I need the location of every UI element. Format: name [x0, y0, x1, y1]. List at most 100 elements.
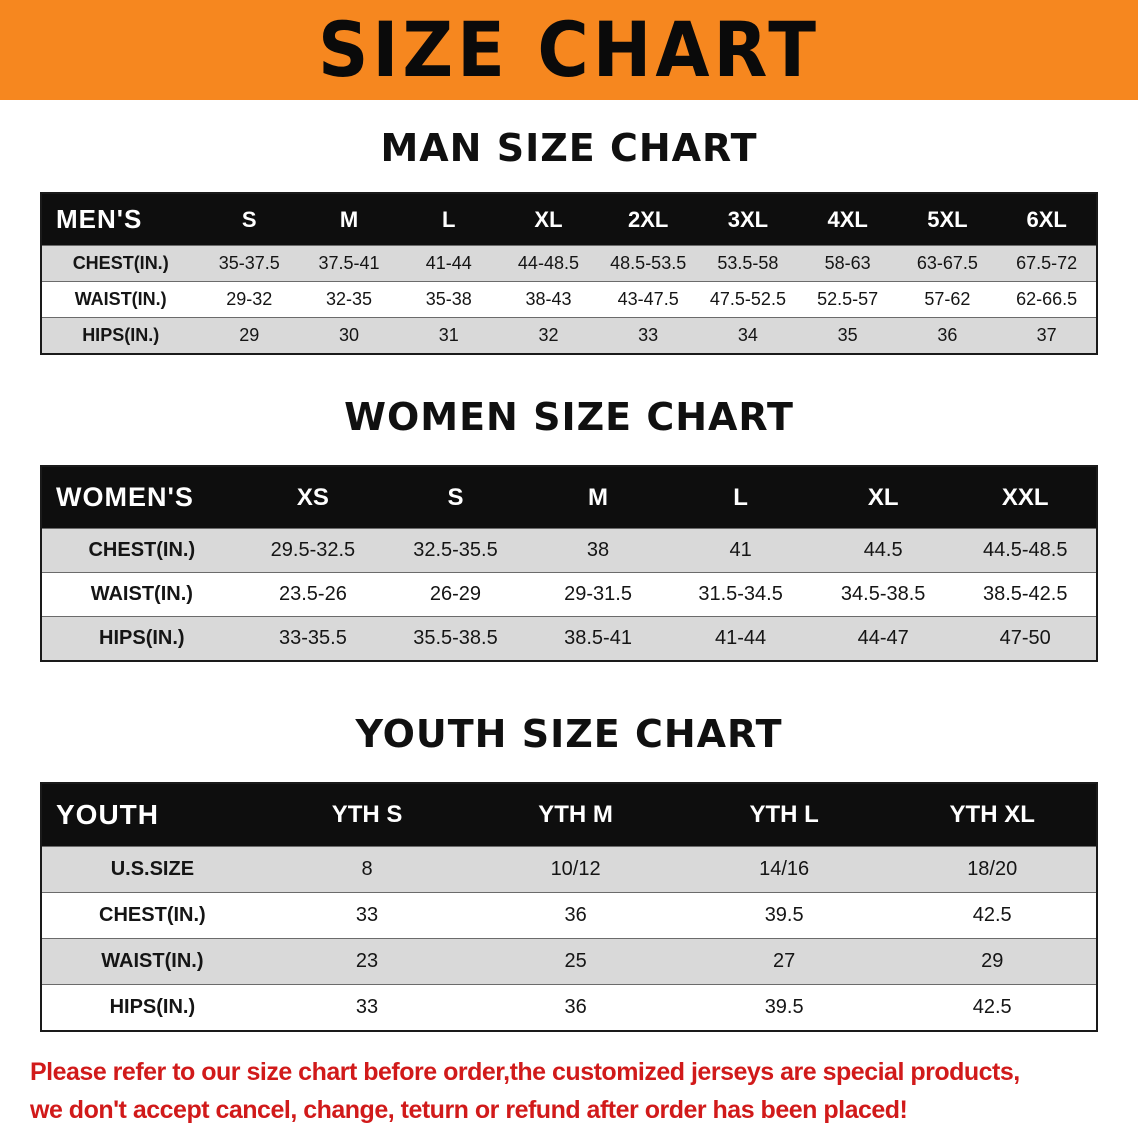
size-column-header: 4XL — [797, 193, 898, 246]
size-cell: 62-66.5 — [997, 281, 1097, 318]
size-section-women: WOMEN SIZE CHART WOMEN'S XS S M L XL XXL CHEST(I… — [40, 395, 1098, 662]
table-header-row: YOUTH YTH S YTH M YTH L YTH XL — [41, 783, 1097, 847]
size-column-header: 5XL — [897, 193, 998, 246]
size-cell: 47-50 — [954, 616, 1097, 661]
size-column-header: YTH XL — [888, 783, 1097, 847]
table-row: HIPS(IN.) 33 36 39.5 42.5 — [41, 984, 1097, 1031]
size-cell: 42.5 — [888, 984, 1097, 1031]
table-row: WAIST(IN.) 23 25 27 29 — [41, 938, 1097, 985]
row-label: HIPS(IN.) — [41, 984, 263, 1031]
corner-label-youth: YOUTH — [41, 783, 263, 847]
size-cell: 36 — [471, 892, 680, 939]
size-cell: 23 — [262, 938, 472, 985]
size-cell: 29 — [888, 938, 1097, 985]
row-label: CHEST(IN.) — [41, 892, 263, 939]
size-cell: 33-35.5 — [241, 616, 385, 661]
size-cell: 33 — [598, 317, 699, 354]
table-row: WAIST(IN.) 23.5-26 26-29 29-31.5 31.5-34.5 34… — [41, 572, 1097, 617]
size-column-header: YTH S — [262, 783, 472, 847]
size-cell: 34.5-38.5 — [811, 572, 955, 617]
size-cell: 39.5 — [679, 892, 889, 939]
banner: SIZE CHART — [0, 0, 1138, 100]
size-cell: 29-32 — [199, 281, 300, 318]
size-cell: 35 — [797, 317, 898, 354]
size-column-header: XXL — [954, 466, 1097, 529]
size-cell: 44.5-48.5 — [954, 528, 1097, 573]
section-heading-youth: YOUTH SIZE CHART — [355, 712, 783, 756]
size-cell: 41-44 — [669, 616, 812, 661]
table-header-row: MEN'S S M L XL 2XL 3XL 4XL 5XL 6XL — [41, 193, 1097, 246]
youth-size-table: YOUTH YTH S YTH M YTH L YTH XL U.S.SIZE 8 10/12… — [40, 782, 1098, 1032]
size-column-header: S — [199, 193, 300, 246]
size-section-youth: YOUTH SIZE CHART YOUTH YTH S YTH M YTH L YTH … — [40, 712, 1098, 1032]
size-cell: 35-38 — [398, 281, 499, 318]
size-column-header: S — [384, 466, 527, 529]
size-cell: 67.5-72 — [997, 245, 1097, 282]
size-column-header: M — [526, 466, 670, 529]
size-cell: 29 — [199, 317, 300, 354]
size-cell: 31 — [398, 317, 499, 354]
size-cell: 63-67.5 — [897, 245, 998, 282]
size-cell: 14/16 — [679, 846, 889, 893]
table-row: CHEST(IN.) 35-37.5 37.5-41 41-44 44-48.5 48.5… — [41, 245, 1097, 282]
size-cell: 34 — [698, 317, 798, 354]
size-cell: 41-44 — [398, 245, 499, 282]
table-row: CHEST(IN.) 29.5-32.5 32.5-35.5 38 41 44.5 44.5… — [41, 528, 1097, 573]
size-cell: 48.5-53.5 — [598, 245, 699, 282]
size-cell: 38.5-41 — [526, 616, 670, 661]
size-cell: 41 — [669, 528, 812, 573]
size-cell: 23.5-26 — [241, 572, 385, 617]
size-cell: 26-29 — [384, 572, 527, 617]
size-cell: 37.5-41 — [299, 245, 399, 282]
sections-container: MAN SIZE CHART MEN'S S M L XL 2XL 3XL 4XL 5XL 6XL C… — [0, 126, 1138, 1032]
size-column-header: 2XL — [598, 193, 699, 246]
man-size-table: MEN'S S M L XL 2XL 3XL 4XL 5XL 6XL CHEST(IN.) 35-37… — [40, 192, 1098, 355]
size-cell: 32.5-35.5 — [384, 528, 527, 573]
size-cell: 43-47.5 — [598, 281, 699, 318]
row-label: WAIST(IN.) — [41, 572, 242, 617]
size-cell: 10/12 — [471, 846, 680, 893]
row-label: HIPS(IN.) — [41, 317, 200, 354]
row-label: CHEST(IN.) — [41, 245, 200, 282]
size-cell: 36 — [471, 984, 680, 1031]
banner-title: SIZE CHART — [317, 5, 821, 95]
size-cell: 27 — [679, 938, 889, 985]
size-cell: 44-48.5 — [498, 245, 599, 282]
size-cell: 44-47 — [811, 616, 955, 661]
size-cell: 25 — [471, 938, 680, 985]
size-column-header: 3XL — [698, 193, 798, 246]
size-cell: 44.5 — [811, 528, 955, 573]
section-heading-women: WOMEN SIZE CHART — [344, 395, 794, 439]
footer-note: Please refer to our size chart before or… — [30, 1058, 1138, 1125]
row-label: HIPS(IN.) — [41, 616, 242, 661]
table-row: HIPS(IN.) 29 30 31 32 33 34 35 36 37 — [41, 317, 1097, 354]
size-cell: 31.5-34.5 — [669, 572, 812, 617]
row-label: CHEST(IN.) — [41, 528, 242, 573]
size-cell: 36 — [897, 317, 998, 354]
footer-note-line-2: we don't accept cancel, change, teturn o… — [30, 1096, 908, 1124]
table-row: WAIST(IN.) 29-32 32-35 35-38 38-43 43-47.5 47.… — [41, 281, 1097, 318]
section-heading-man: MAN SIZE CHART — [380, 126, 758, 170]
size-cell: 57-62 — [897, 281, 998, 318]
size-column-header: M — [299, 193, 399, 246]
table-row: U.S.SIZE 8 10/12 14/16 18/20 — [41, 846, 1097, 893]
size-cell: 30 — [299, 317, 399, 354]
size-cell: 33 — [262, 892, 472, 939]
size-cell: 29.5-32.5 — [241, 528, 385, 573]
size-cell: 38 — [526, 528, 670, 573]
size-column-header: XS — [241, 466, 385, 529]
size-column-header: L — [398, 193, 499, 246]
size-column-header: YTH L — [679, 783, 889, 847]
size-cell: 35-37.5 — [199, 245, 300, 282]
corner-label-man: MEN'S — [41, 193, 200, 246]
size-cell: 8 — [262, 846, 472, 893]
table-header-row: WOMEN'S XS S M L XL XXL — [41, 466, 1097, 529]
size-cell: 52.5-57 — [797, 281, 898, 318]
size-cell: 18/20 — [888, 846, 1097, 893]
size-cell: 53.5-58 — [698, 245, 798, 282]
table-row: HIPS(IN.) 33-35.5 35.5-38.5 38.5-41 41-44 44-… — [41, 616, 1097, 661]
size-column-header: L — [669, 466, 812, 529]
size-cell: 33 — [262, 984, 472, 1031]
size-cell: 47.5-52.5 — [698, 281, 798, 318]
